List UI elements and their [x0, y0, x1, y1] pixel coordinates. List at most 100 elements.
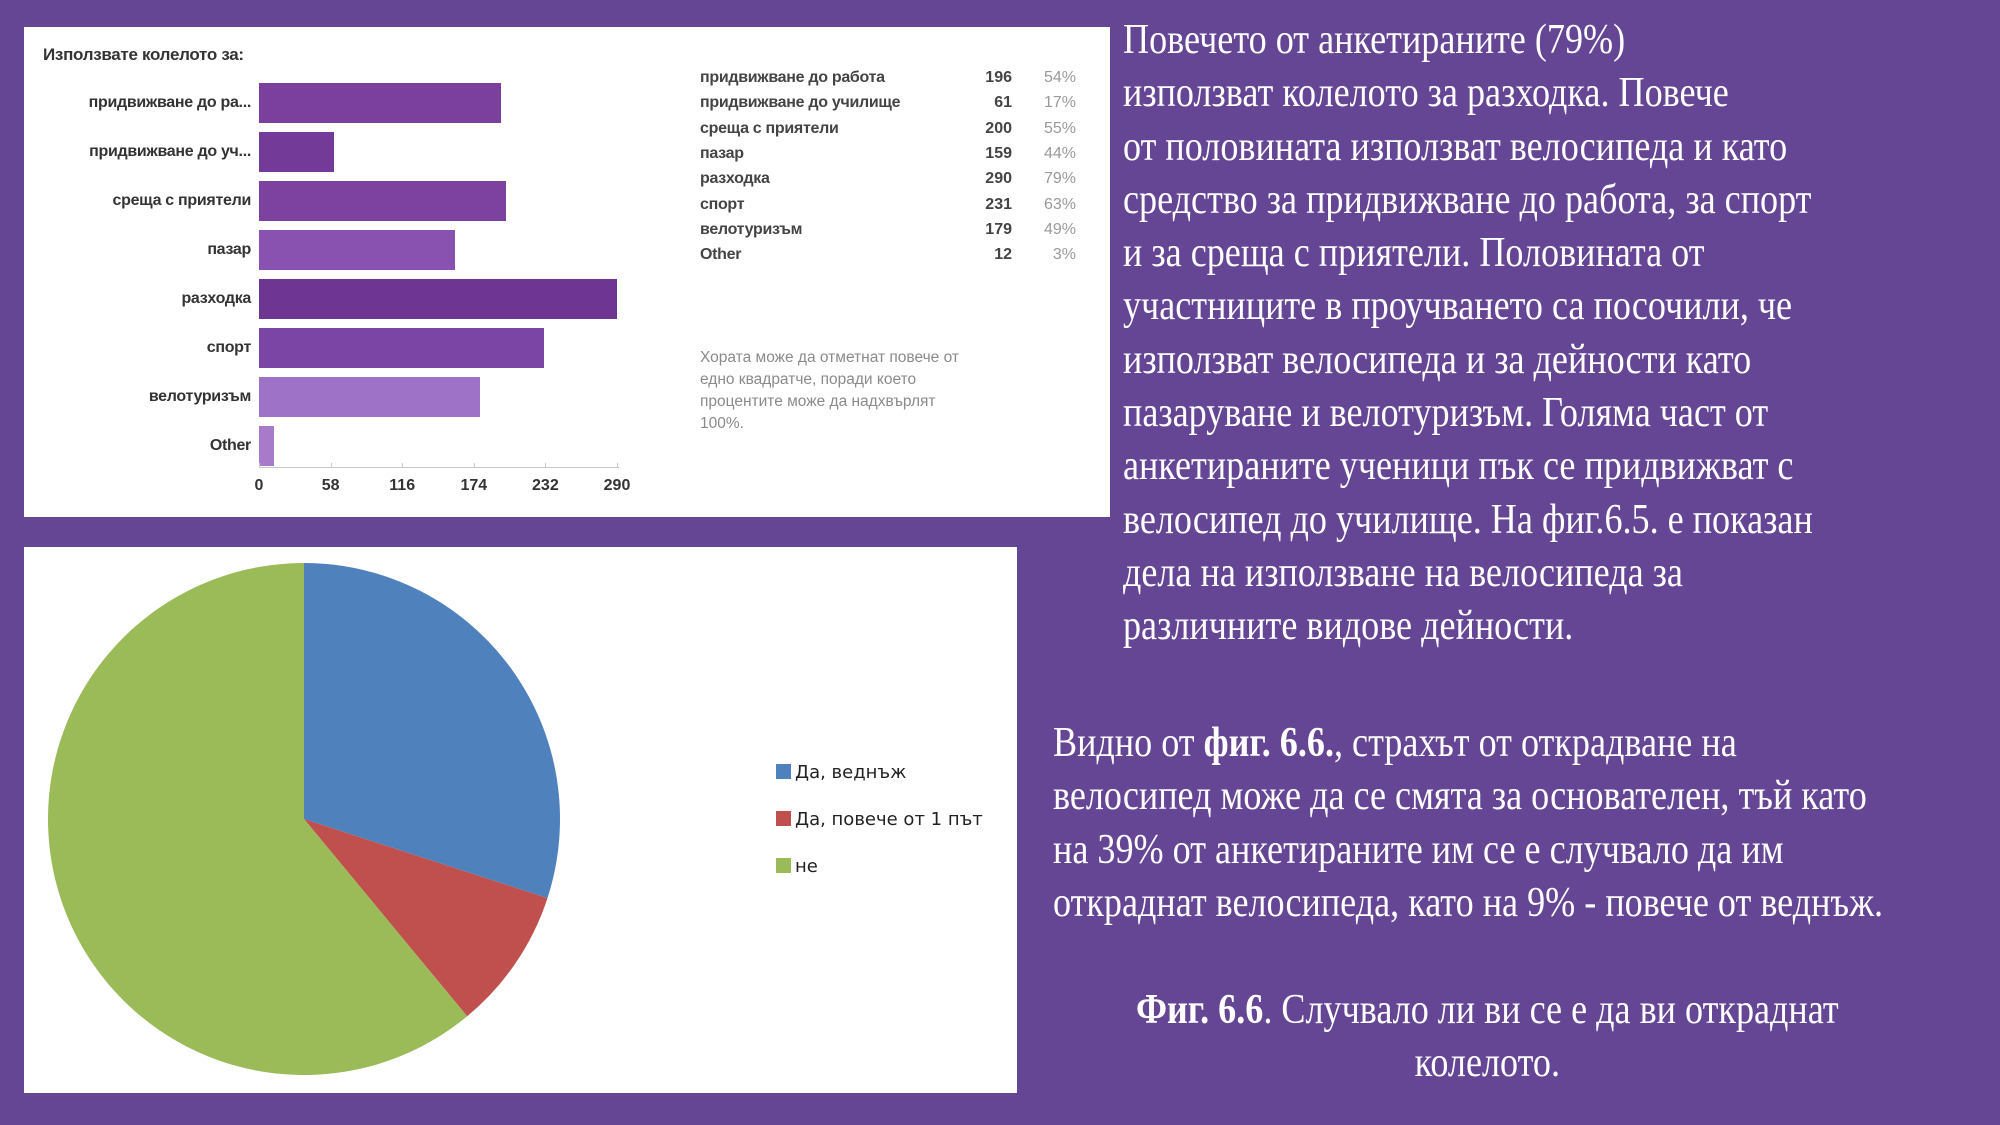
chart-note-line: процентите може да надхвърлят [700, 393, 936, 410]
bar-category-label: разходка [181, 290, 251, 307]
summary-count: 179 [985, 220, 1012, 238]
bar-category-label: велотуризъм [148, 388, 251, 405]
x-axis-tick-label: 232 [532, 477, 559, 494]
legend-swatch-icon [776, 811, 791, 826]
paragraph-theft-line: велосипед може да се смята за основателе… [1053, 773, 1867, 820]
bar [259, 279, 617, 319]
summary-table-row: Other 12 3% [700, 246, 1100, 276]
legend-label: Да, повече от 1 път [795, 809, 983, 830]
x-axis-tick [402, 463, 404, 468]
paragraph-usage-line: използват велосипеда и за дейности като [1123, 336, 1752, 383]
summary-table-row: велотуризъм 179 49% [700, 221, 1100, 251]
bar-category-label: спорт [206, 339, 252, 356]
summary-percent: 63% [1043, 195, 1076, 213]
paragraph-usage-line: Повечето от анкетираните (79%) [1123, 17, 1626, 63]
x-axis-tick-label: 58 [321, 477, 340, 494]
paragraph-usage-line: пазаруване и велотуризъм. Голяма част от [1123, 390, 1769, 437]
pie-slice [47, 563, 468, 1075]
x-axis-tick [259, 463, 260, 468]
paragraph-theft-line: на 39% от анкетираните им се е случвало … [1053, 826, 1784, 873]
legend-label: Да, веднъж [795, 762, 907, 783]
summary-count: 61 [994, 94, 1012, 112]
bar-chart-panel: Използвате колелото за: придвижване до р… [24, 27, 1110, 517]
bar [259, 132, 334, 172]
x-axis-tick [617, 463, 618, 468]
bar-category-label: среща с приятели [112, 192, 252, 209]
summary-table-row: пазар 159 44% [700, 145, 1100, 175]
bar-chart-title: Използвате колелото за: [43, 45, 244, 64]
x-axis-tick-label: 0 [254, 477, 264, 494]
summary-count: 290 [985, 170, 1012, 188]
summary-percent: 79% [1043, 170, 1076, 188]
summary-percent: 49% [1043, 220, 1076, 238]
summary-category: придвижване до училище [700, 94, 901, 112]
legend-item: Да, повече от 1 път [776, 809, 983, 856]
x-axis-tick [330, 463, 332, 468]
summary-count: 200 [985, 119, 1012, 137]
bar [259, 230, 455, 270]
bar-category-label: придвижване до уч... [89, 143, 251, 160]
paragraph-usage-line: анкетираните ученици пък се придвижват с [1123, 443, 1794, 490]
paragraph-usage: Повечето от анкетираните (79%) използват … [1123, 14, 1813, 654]
x-axis-line [259, 467, 619, 468]
chart-note-line: Хората може да отметнат повече от [700, 349, 959, 366]
x-axis-tick-label: 116 [389, 477, 416, 494]
summary-percent: 17% [1043, 94, 1076, 112]
paragraph-theft-line-1: Видно от фиг. 6.6., страхът от открадван… [1053, 720, 1737, 766]
x-axis-tick [545, 463, 547, 468]
figure-caption: Фиг. 6.6. Случвало ли ви се е да ви откр… [1135, 987, 1839, 1087]
paragraph-usage-line: участниците в проучването са посочили, ч… [1123, 283, 1793, 330]
bar [259, 426, 274, 466]
bar [259, 377, 480, 417]
summary-category: Other [700, 246, 742, 264]
summary-category: разходка [700, 170, 770, 188]
bar-category-label: придвижване до ра... [88, 94, 252, 111]
paragraph-usage-line: и за среща с приятели. Половината от [1123, 230, 1705, 277]
chart-note: Хората може да отметнат повече от едно кв… [700, 347, 1080, 435]
x-axis-tick-label: 290 [603, 477, 631, 494]
legend-item: Да, веднъж [776, 762, 983, 809]
summary-count: 12 [994, 246, 1012, 264]
summary-percent: 55% [1043, 119, 1076, 137]
pie-chart [47, 563, 560, 1075]
bar [259, 83, 501, 123]
summary-percent: 54% [1043, 69, 1076, 86]
summary-percent: 44% [1043, 144, 1076, 162]
summary-category: придвижване до работа [700, 69, 885, 86]
summary-category: велотуризъм [700, 220, 803, 238]
pie-slice [304, 563, 560, 899]
summary-category: среща с приятели [700, 119, 839, 137]
bar-category-label: пазар [207, 241, 251, 258]
figure-caption-label: Фиг. 6.6 [1135, 987, 1264, 1033]
summary-table-row: разходка 290 79% [700, 170, 1100, 200]
pie-slice [304, 819, 548, 1017]
summary-count: 196 [985, 69, 1012, 86]
chart-note-line: едно квадратче, поради което [700, 371, 917, 388]
summary-percent: 3% [1052, 246, 1076, 264]
x-axis-tick-label: 174 [460, 477, 488, 494]
paragraph-usage-line: велосипед до училище. На фиг.6.5. е пока… [1123, 496, 1813, 543]
pie-legend: Да, веднъж Да, повече от 1 път не [776, 762, 983, 903]
legend-item: не [776, 856, 983, 903]
paragraph-usage-line: от половината използват велосипеда и кат… [1123, 123, 1788, 170]
paragraph-usage-line: средство за придвижване до работа, за сп… [1123, 176, 1812, 223]
paragraph-usage-line: различните видове дейности. [1123, 603, 1574, 650]
paragraph-usage-line: дела на използване на велосипеда за [1123, 549, 1683, 596]
legend-swatch-icon [776, 858, 791, 873]
chart-note-line: 100%. [700, 415, 744, 432]
summary-table-row: спорт 231 63% [700, 196, 1100, 226]
summary-table-row: среща с приятели 200 55% [700, 120, 1100, 150]
summary-category: пазар [700, 144, 744, 162]
bar-category-label: Other [209, 437, 251, 454]
legend-label: не [795, 856, 818, 877]
figure-reference: фиг. 6.6. [1203, 720, 1334, 766]
pie-chart-panel: Да, веднъж Да, повече от 1 път не [24, 547, 1017, 1093]
summary-category: спорт [700, 195, 745, 213]
legend-swatch-icon [776, 764, 791, 779]
bar [259, 328, 544, 368]
summary-table-row: придвижване до училище 61 17% [700, 94, 1100, 124]
summary-table-row: придвижване до работа 196 54% [700, 69, 1100, 99]
x-axis-tick [473, 463, 475, 468]
summary-count: 159 [985, 144, 1012, 162]
paragraph-usage-line: използват колелото за разходка. Повече [1123, 70, 1729, 117]
